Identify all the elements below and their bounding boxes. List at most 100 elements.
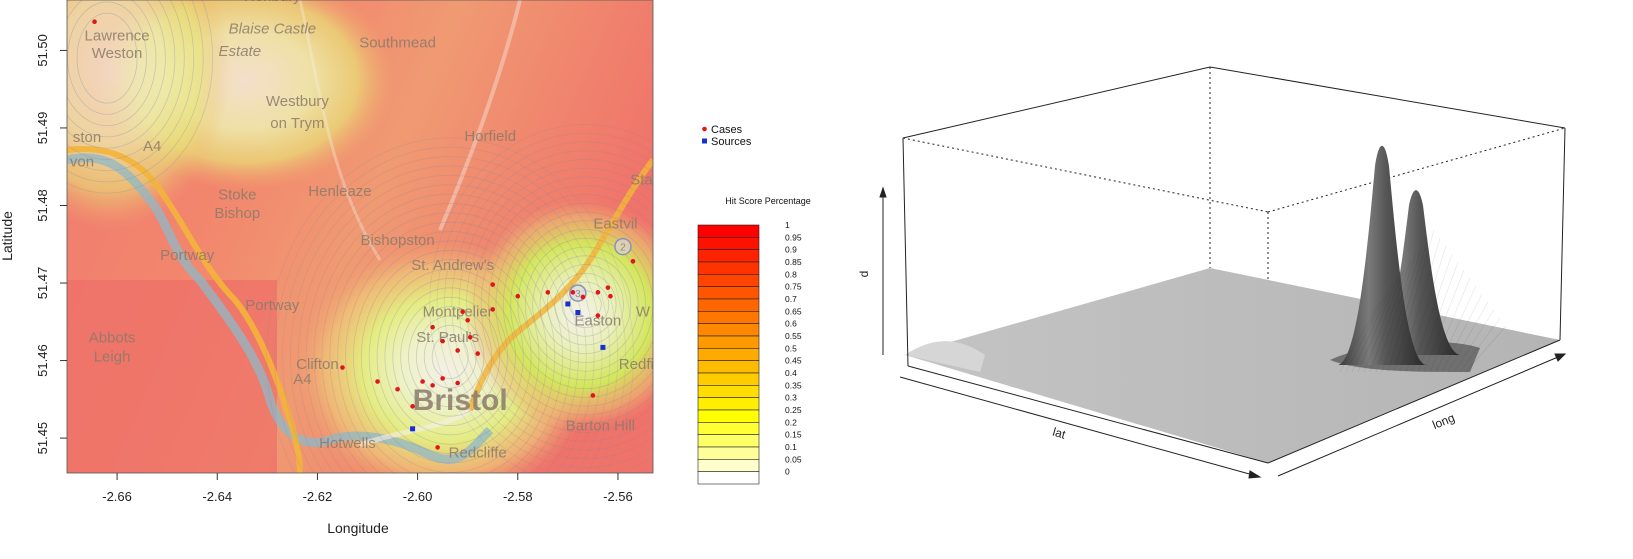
case-point xyxy=(475,351,481,356)
plot-frame xyxy=(66,0,654,474)
color-legend-swatches xyxy=(697,224,760,485)
y-axis-label: Latitude xyxy=(0,211,15,261)
y-tick-label: 51.47 xyxy=(35,267,50,300)
x-axis-label: Longitude xyxy=(327,520,389,536)
contour-line xyxy=(67,0,204,183)
case-point xyxy=(515,293,521,299)
map-place-label: Bishopston xyxy=(360,232,434,249)
map-place-label: Eastvil xyxy=(593,216,637,233)
color-legend-level: 0.65 xyxy=(785,306,802,316)
color-legend-level: 0.85 xyxy=(785,257,802,267)
color-legend-swatch xyxy=(697,323,760,337)
contour-line xyxy=(329,212,571,473)
map-place-label: on Trym xyxy=(270,115,324,132)
surface-mesh-line xyxy=(1441,293,1483,373)
y-tick-label: 51.46 xyxy=(35,344,50,377)
color-legend-swatch xyxy=(697,360,760,374)
contour-line xyxy=(561,281,610,328)
map-place-label: Weston xyxy=(92,45,143,62)
surface-mesh-line xyxy=(1351,285,1393,373)
case-point xyxy=(435,445,440,450)
contour-line xyxy=(384,278,516,436)
contour-line xyxy=(360,249,540,464)
map-place-label: Redfie xyxy=(619,356,662,373)
case-point xyxy=(490,307,496,312)
contour-line xyxy=(76,12,138,104)
case-point xyxy=(605,285,611,290)
map-place-label: Lawrence xyxy=(85,27,150,44)
map-place-label: Portway xyxy=(160,247,215,264)
color-legend-swatch xyxy=(697,224,760,238)
color-legend-level: 0.2 xyxy=(785,417,797,427)
contour-line xyxy=(416,315,485,398)
map-place-label: Montpelier xyxy=(423,303,493,320)
color-legend-swatch xyxy=(697,422,760,435)
color-legend-swatch xyxy=(697,385,760,398)
contour-line xyxy=(67,0,166,138)
case-point xyxy=(580,294,586,300)
color-legend-swatch xyxy=(697,471,760,485)
color-legend-level: 0.75 xyxy=(785,282,802,292)
color-legend: Hit Score Percentage 1 0.95 0.9 0.85 0.8 0.75… xyxy=(697,196,811,485)
x-tick-label: -2.56 xyxy=(603,489,633,504)
color-legend-level: 0.25 xyxy=(785,405,802,415)
case-point xyxy=(608,293,613,299)
contour-line xyxy=(67,0,157,127)
surface-mesh-line xyxy=(1393,229,1435,373)
contour-line xyxy=(431,334,469,380)
case-point xyxy=(465,317,470,323)
case-point xyxy=(570,290,576,295)
contour-line xyxy=(305,184,595,473)
map-place-label: Henleaze xyxy=(308,183,371,200)
contour-line xyxy=(408,306,493,408)
contour-line xyxy=(473,176,653,433)
case-point xyxy=(430,383,435,388)
color-legend-level: 0.5 xyxy=(785,343,797,353)
surface-mesh-line xyxy=(1435,285,1477,373)
contour-line xyxy=(368,259,532,455)
contour-line xyxy=(274,146,627,473)
map-place-label: von xyxy=(70,154,94,171)
surface-box-front xyxy=(902,127,1566,464)
surface-mesh-line xyxy=(1399,237,1441,373)
surface-mesh-line xyxy=(1375,253,1417,373)
color-legend-level: 0.4 xyxy=(785,368,797,378)
color-legend-swatch xyxy=(697,397,760,411)
color-legend-swatch xyxy=(697,237,760,250)
case-point xyxy=(490,282,496,287)
surface-mesh-line xyxy=(1381,245,1423,373)
case-point xyxy=(92,19,97,25)
color-legend-swatch xyxy=(697,409,760,423)
surface-peaks xyxy=(1330,145,1507,373)
case-point xyxy=(440,376,445,381)
color-legend-level: 1 xyxy=(785,220,790,230)
color-legend-level: 0.35 xyxy=(785,380,802,390)
source-point xyxy=(565,301,571,307)
color-legend-level: 0.05 xyxy=(785,454,802,464)
contour-line xyxy=(266,137,634,473)
color-legend-level: 0.6 xyxy=(785,319,797,329)
color-legend-swatch xyxy=(697,446,760,460)
map-place-label: Redcliffe xyxy=(449,444,507,461)
case-point xyxy=(467,335,473,340)
data-points xyxy=(92,19,636,450)
color-legend-swatch xyxy=(697,249,760,263)
map-place-label: Horfield xyxy=(464,128,516,145)
legend-entry-label: Cases xyxy=(711,124,743,136)
color-legend-level: 0.95 xyxy=(785,232,802,242)
surface-mesh-line xyxy=(1345,293,1387,373)
surface-plot: d lat long xyxy=(857,66,1567,479)
surface-mesh-line xyxy=(1357,277,1399,373)
contour-line xyxy=(321,203,579,473)
x-tick-label: -2.58 xyxy=(503,489,533,504)
color-legend-swatch xyxy=(697,286,760,300)
color-legend-level: 0.8 xyxy=(785,269,797,279)
color-legend-level: 0.55 xyxy=(785,331,802,341)
junction-marker-label: 2 xyxy=(620,243,626,254)
x-tick-label: -2.66 xyxy=(102,489,132,504)
contour-line xyxy=(488,194,653,416)
contour-line xyxy=(297,174,603,473)
